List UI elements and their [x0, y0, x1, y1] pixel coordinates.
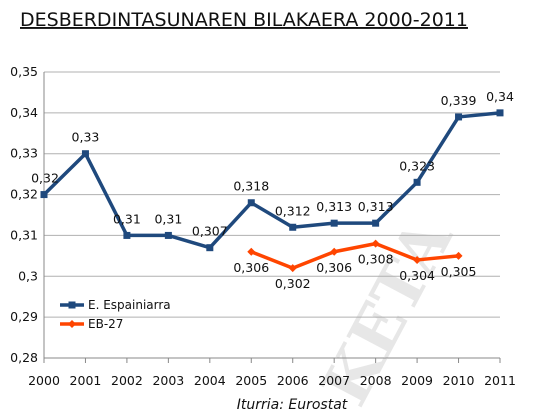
x-tick-label: 2004 — [194, 373, 226, 388]
data-point — [371, 239, 380, 248]
x-tick-label: 2006 — [277, 373, 309, 388]
data-point — [123, 231, 131, 239]
legend-label: E. Espainiarra — [88, 298, 171, 312]
chart-title: DESBERDINTASUNAREN BILAKAERA 2000-2011 — [20, 9, 468, 31]
data-label: 0,34 — [486, 89, 514, 104]
x-tick-label: 2009 — [401, 373, 433, 388]
data-point — [455, 113, 463, 121]
y-axis-ticks: 0,28 0,29 0,3 0,31 0,32 0,33 0,34 0,35 — [10, 64, 38, 365]
legend-label: EB-27 — [88, 317, 123, 331]
y-tick-label: 0,28 — [10, 350, 38, 365]
y-tick-label: 0,31 — [10, 227, 38, 242]
x-tick-label: 2010 — [443, 373, 475, 388]
data-label: 0,302 — [275, 276, 311, 291]
legend: E. Espainiarra EB-27 — [60, 298, 171, 331]
x-tick-label: 2011 — [484, 373, 516, 388]
data-point — [330, 219, 338, 227]
data-label: 0,323 — [399, 158, 435, 173]
data-point — [81, 150, 89, 158]
series-layer: 0,32 0,33 0,31 0,31 0,307 0,318 0,312 0,313 0,31… — [31, 89, 514, 291]
series-line-1 — [42, 111, 501, 250]
data-point — [164, 231, 172, 239]
data-label: 0,306 — [233, 260, 269, 275]
data-label: 0,339 — [441, 93, 477, 108]
x-axis-ticks: 2000 2001 2002 2003 2004 2005 2006 2007 2008 2009… — [28, 358, 516, 388]
data-label: 0,312 — [275, 203, 311, 218]
data-point — [40, 191, 48, 199]
data-point — [206, 244, 214, 252]
x-tick-label: 2000 — [28, 373, 60, 388]
y-tick-label: 0,34 — [10, 105, 38, 120]
data-point — [247, 199, 255, 207]
data-point — [330, 247, 339, 256]
data-point — [496, 109, 504, 117]
y-tick-label: 0,3 — [18, 268, 38, 283]
y-tick-label: 0,29 — [10, 309, 38, 324]
data-label: 0,32 — [31, 171, 59, 186]
data-label: 0,305 — [441, 264, 477, 279]
data-point — [413, 178, 421, 186]
data-label: 0,31 — [154, 211, 182, 226]
x-tick-label: 2005 — [235, 373, 267, 388]
data-point — [413, 255, 422, 264]
x-tick-label: 2008 — [360, 373, 392, 388]
y-tick-label: 0,35 — [10, 64, 38, 79]
x-tick-label: 2002 — [111, 373, 143, 388]
data-point — [289, 223, 297, 231]
data-label: 0,304 — [399, 268, 435, 283]
data-point — [247, 247, 256, 256]
y-tick-label: 0,32 — [10, 187, 38, 202]
data-label: 0,318 — [233, 179, 269, 194]
data-label: 0,313 — [358, 199, 394, 214]
data-label: 0,306 — [316, 260, 352, 275]
series-line-2 — [250, 241, 459, 270]
data-label: 0,31 — [113, 211, 141, 226]
x-tick-label: 2007 — [318, 373, 350, 388]
data-label: 0,33 — [72, 130, 100, 145]
data-point — [372, 219, 380, 227]
x-tick-label: 2003 — [152, 373, 184, 388]
legend-marker — [68, 301, 76, 309]
data-label: 0,313 — [316, 199, 352, 214]
data-point — [454, 251, 463, 260]
data-point — [288, 264, 297, 273]
data-label: 0,308 — [358, 252, 394, 267]
legend-marker — [68, 320, 76, 328]
x-tick-label: 2001 — [70, 373, 102, 388]
data-label: 0,307 — [192, 224, 228, 239]
plot-area — [43, 71, 500, 359]
y-tick-label: 0,33 — [10, 146, 38, 161]
source-note: Iturria: Eurostat — [237, 397, 348, 413]
